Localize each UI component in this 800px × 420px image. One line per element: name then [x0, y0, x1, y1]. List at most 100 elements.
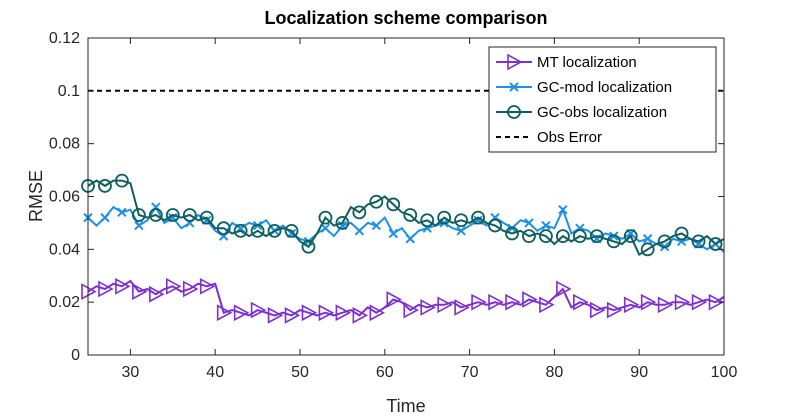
data-point	[573, 293, 589, 311]
data-point	[369, 304, 386, 322]
data-point	[708, 237, 723, 251]
data-point	[623, 229, 638, 244]
legend-label: MT localization	[537, 54, 637, 71]
data-point	[606, 234, 621, 249]
data-point	[488, 218, 502, 233]
data-point	[267, 307, 284, 324]
data-point	[320, 223, 331, 233]
data-point	[456, 226, 466, 236]
data-point	[674, 293, 691, 311]
series-0	[81, 277, 725, 324]
data-point	[318, 304, 335, 322]
data-point	[386, 291, 402, 308]
data-point	[642, 234, 653, 244]
x-tick-label: 80	[546, 364, 564, 381]
data-point	[454, 213, 469, 228]
legend-marker	[509, 82, 519, 92]
data-point	[555, 229, 570, 244]
data-point	[233, 304, 250, 322]
data-point	[301, 239, 316, 254]
x-tick-label: 100	[711, 364, 738, 381]
legend-marker	[507, 53, 523, 71]
x-tick-label: 50	[291, 364, 309, 381]
series-2	[81, 173, 725, 257]
data-point	[199, 277, 216, 295]
series-line	[87, 179, 725, 257]
data-point	[371, 220, 382, 231]
data-point	[117, 207, 127, 218]
data-point	[403, 208, 418, 222]
data-point	[354, 226, 365, 236]
data-point	[657, 296, 674, 314]
data-point	[132, 283, 148, 300]
data-point	[471, 293, 487, 311]
data-point	[166, 277, 182, 295]
data-point	[623, 296, 640, 314]
legend-label: GC-obs localization	[537, 104, 667, 121]
data-point	[454, 299, 470, 316]
data-point	[524, 218, 534, 228]
x-axis-title: Time	[386, 396, 425, 416]
data-point	[708, 293, 725, 311]
data-point	[437, 296, 453, 314]
data-point	[98, 179, 112, 193]
data-point	[522, 291, 538, 308]
legend: MT localization GC-mod localization GC-obs…	[488, 46, 717, 153]
data-point	[216, 304, 233, 322]
data-point	[505, 226, 519, 241]
data-point	[100, 212, 110, 223]
data-point	[691, 234, 706, 249]
data-point	[98, 280, 114, 298]
x-tick-label: 40	[206, 364, 224, 381]
data-point	[558, 205, 568, 215]
data-point	[182, 280, 199, 298]
chart-title: Localization scheme comparison	[264, 8, 547, 28]
data-point	[199, 210, 214, 225]
data-point	[539, 229, 553, 244]
data-point	[640, 242, 655, 257]
y-tick-label: 0.08	[49, 136, 80, 153]
data-point	[369, 194, 384, 209]
x-tick-label: 30	[122, 364, 140, 381]
y-tick-label: 0	[71, 347, 80, 364]
data-point	[386, 197, 401, 212]
data-point	[691, 293, 708, 311]
data-point	[437, 210, 452, 225]
data-point	[572, 229, 587, 244]
series-layer	[81, 89, 725, 324]
data-point	[131, 208, 146, 222]
x-tick-label: 70	[461, 364, 479, 381]
data-point	[233, 223, 248, 238]
data-point	[606, 301, 623, 319]
data-point	[657, 234, 672, 249]
data-point	[267, 223, 282, 238]
x-tick-label: 90	[630, 364, 648, 381]
data-point	[352, 307, 369, 324]
data-point	[388, 228, 398, 239]
data-point	[250, 223, 265, 238]
data-point	[148, 208, 163, 222]
data-point	[134, 220, 144, 231]
data-point	[541, 220, 551, 231]
y-tick-label: 0.12	[49, 30, 80, 47]
data-point	[488, 293, 504, 311]
legend-box	[488, 46, 717, 153]
data-point	[420, 299, 436, 316]
data-point	[505, 293, 521, 311]
legend-label: GC-mod localization	[537, 79, 672, 96]
data-point	[165, 208, 180, 222]
data-point	[335, 216, 350, 230]
y-axis-title: RMSE	[26, 170, 46, 222]
data-point	[589, 229, 604, 244]
x-tick-label: 60	[376, 364, 394, 381]
data-point	[405, 234, 415, 244]
data-point	[640, 293, 657, 311]
ticks-layer: 30 40 50 60 70 80 90 100 0 0.02 0.04 0.06 0.08 0.1 0.1…	[49, 30, 738, 381]
data-point	[284, 223, 299, 238]
data-point	[589, 301, 606, 319]
data-point	[182, 208, 197, 222]
data-point	[471, 210, 485, 225]
data-point	[250, 301, 267, 319]
data-point	[284, 307, 301, 324]
y-tick-label: 0.06	[49, 189, 80, 206]
